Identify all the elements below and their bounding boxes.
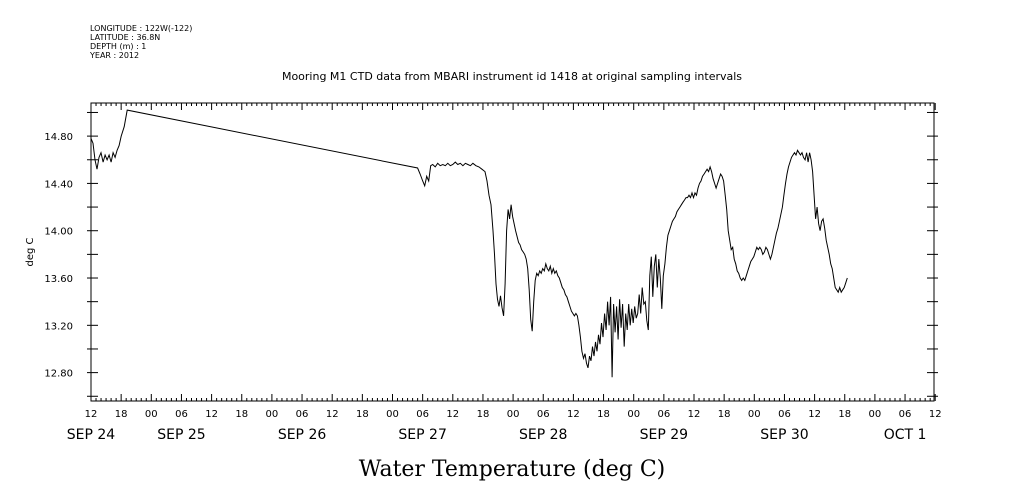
x-day-label: SEP 28: [519, 427, 567, 443]
x-tick-label: 18: [597, 409, 610, 420]
x-day-label: SEP 25: [157, 427, 205, 443]
y-tick-label: 13.60: [44, 274, 73, 285]
y-tick-label: 14.80: [44, 132, 73, 143]
x-day-label: SEP 29: [640, 427, 688, 443]
chart-title: Mooring M1 CTD data from MBARI instrumen…: [282, 70, 742, 83]
y-tick-labels: 12.80 13.20 13.60 14.00 14.40 14.80: [44, 132, 73, 380]
plot-frame: [90, 102, 935, 402]
y-axis-label: deg C: [25, 237, 36, 266]
x-day-label: SEP 24: [67, 427, 116, 443]
y-tick-label: 14.40: [44, 179, 73, 190]
x-tick-label: 12: [446, 409, 459, 420]
y-tick-label: 14.00: [44, 227, 73, 238]
x-tick-label: 18: [235, 409, 248, 420]
axis-ticks: [87, 103, 938, 401]
x-tick-label: 12: [808, 409, 821, 420]
x-tick-label: 00: [145, 409, 158, 420]
header-depth: DEPTH (m) : 1: [90, 42, 146, 51]
x-tick-label: 18: [356, 409, 369, 420]
x-tick-label: 00: [869, 409, 882, 420]
x-tick-label: 18: [838, 409, 851, 420]
temperature-series-line: [90, 109, 848, 378]
x-tick-label: 06: [537, 409, 550, 420]
header-longitude: LONGITUDE : 122W(-122): [90, 24, 192, 33]
x-tick-label: 00: [627, 409, 640, 420]
x-axis-label: Water Temperature (deg C): [359, 457, 666, 482]
header-latitude: LATITUDE : 36.8N: [90, 33, 160, 42]
x-tick-label: 18: [718, 409, 731, 420]
x-day-label: SEP 27: [398, 427, 446, 443]
x-tick-label: 00: [748, 409, 761, 420]
x-tick-label: 18: [477, 409, 490, 420]
x-tick-label: 18: [115, 409, 128, 420]
x-day-label: SEP 26: [278, 427, 327, 443]
header-year: YEAR : 2012: [89, 51, 139, 60]
x-tick-label: 12: [929, 409, 942, 420]
x-day-labels: SEP 24 SEP 25 SEP 26 SEP 27 SEP 28 SEP 29 SEP …: [67, 427, 927, 443]
x-tick-label: 06: [175, 409, 188, 420]
x-tick-label: 06: [899, 409, 912, 420]
x-tick-label: 06: [778, 409, 791, 420]
y-tick-label: 13.20: [44, 321, 73, 332]
x-tick-labels: 12 18 00 06 12 18 00 06 12 18 00 06 12 18 00 06 12 18 00 06…: [85, 409, 942, 420]
x-day-label: OCT 1: [884, 427, 927, 443]
x-tick-label: 12: [205, 409, 218, 420]
y-tick-label: 12.80: [44, 369, 73, 380]
x-tick-label: 06: [416, 409, 429, 420]
x-tick-label: 12: [85, 409, 98, 420]
header-metadata: LONGITUDE : 122W(-122) LATITUDE : 36.8N …: [89, 24, 192, 60]
x-tick-label: 12: [688, 409, 701, 420]
x-tick-label: 12: [567, 409, 580, 420]
x-tick-label: 00: [507, 409, 520, 420]
x-tick-label: 00: [266, 409, 279, 420]
x-tick-label: 12: [326, 409, 339, 420]
x-tick-label: 00: [386, 409, 399, 420]
x-day-label: SEP 30: [760, 427, 808, 443]
x-tick-label: 06: [296, 409, 309, 420]
x-tick-label: 06: [657, 409, 670, 420]
